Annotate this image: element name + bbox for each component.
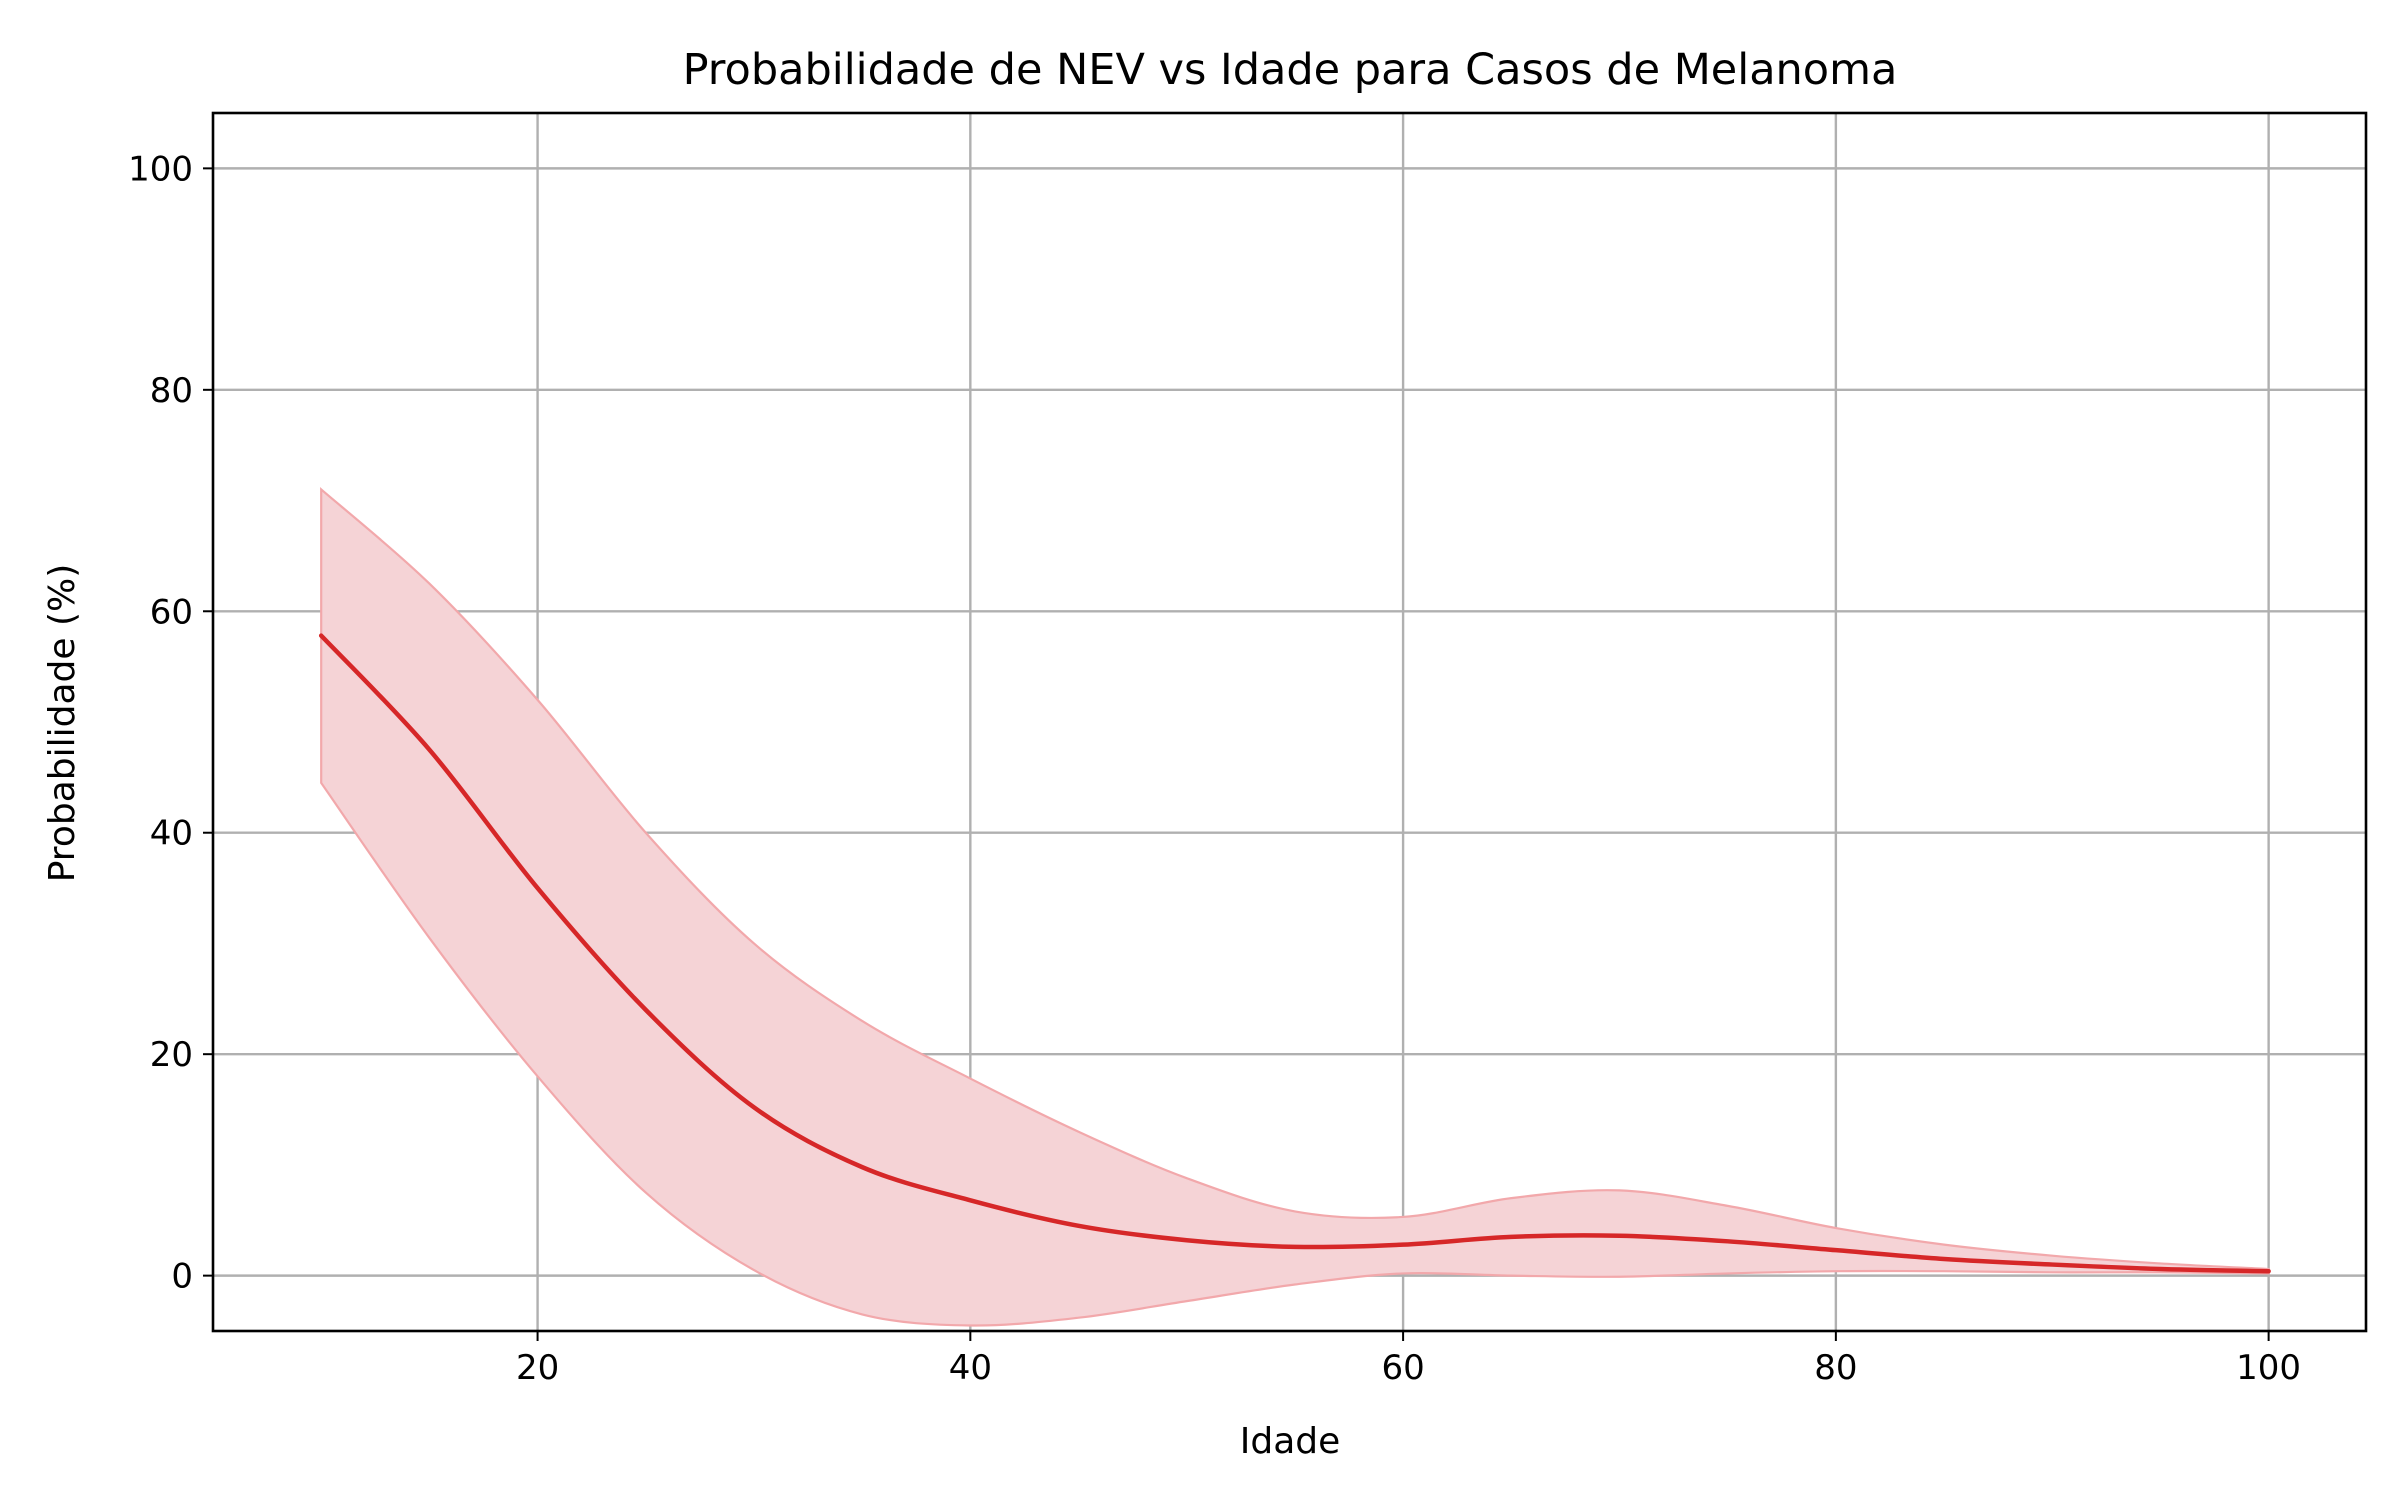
confidence-band xyxy=(320,487,2270,1327)
y-tick-label: 80 xyxy=(150,371,193,411)
tick-layer: 20 40 60 80 100 0 20 40 60 80 100 xyxy=(128,149,2301,1388)
confidence-band-layer xyxy=(320,487,2270,1327)
y-tick-label: 20 xyxy=(150,1035,193,1075)
y-tick-label: 40 xyxy=(150,814,193,854)
chart-title: Probabilidade de NEV vs Idade para Casos… xyxy=(683,45,1898,95)
series-line-layer xyxy=(318,633,2271,1274)
series-line xyxy=(318,633,2271,1274)
x-tick-label: 40 xyxy=(949,1348,992,1388)
x-tick-label: 100 xyxy=(2236,1348,2301,1388)
x-tick-label: 20 xyxy=(516,1348,559,1388)
x-tick-label: 80 xyxy=(1814,1348,1857,1388)
y-tick-label: 0 xyxy=(171,1257,193,1297)
x-axis-title: Idade xyxy=(1240,1421,1341,1462)
y-axis-title: Probabilidade (%) xyxy=(42,564,83,883)
y-tick-label: 60 xyxy=(150,592,193,632)
y-tick-label: 100 xyxy=(128,149,193,189)
x-tick-label: 60 xyxy=(1381,1348,1424,1388)
plot-frame xyxy=(211,111,2368,1333)
